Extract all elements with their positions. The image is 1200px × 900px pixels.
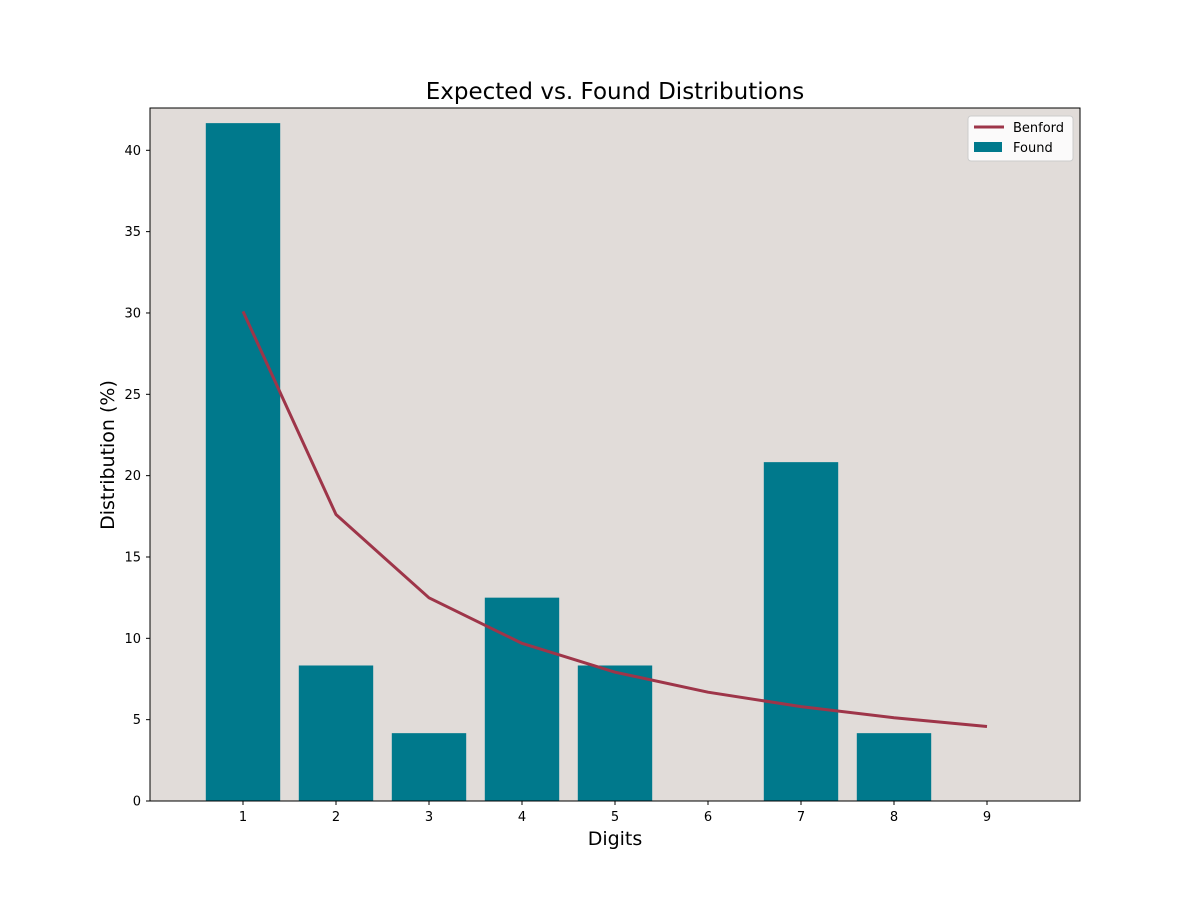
- x-tick-label: 7: [797, 810, 805, 825]
- x-axis: 1 2 3 4 5 6 7 8 9: [239, 801, 991, 825]
- bar-found-4: [484, 597, 560, 801]
- x-axis-label: Digits: [588, 828, 643, 850]
- y-tick-label: 10: [124, 632, 141, 647]
- y-tick-label: 20: [124, 469, 141, 484]
- x-tick-label: 1: [239, 810, 247, 825]
- x-tick-label: 8: [890, 810, 898, 825]
- legend: Benford Found: [967, 115, 1074, 162]
- bar-found-1: [205, 123, 281, 801]
- x-tick-label: 2: [332, 810, 340, 825]
- y-tick-label: 25: [124, 388, 141, 403]
- legend-benford-label: Benford: [1013, 121, 1064, 136]
- found-bars: [205, 123, 932, 801]
- legend-found-swatch: [974, 142, 1002, 152]
- benford-line: [241, 310, 988, 728]
- y-axis-label: Distribution (%): [97, 380, 119, 530]
- legend-found-label: Found: [1013, 141, 1053, 156]
- bar-found-8: [856, 733, 932, 801]
- benford-line-group: [241, 310, 988, 728]
- bar-found-7: [763, 462, 839, 801]
- y-tick-label: 30: [124, 306, 141, 321]
- bar-found-2: [298, 665, 374, 801]
- x-tick-label: 5: [611, 810, 619, 825]
- x-tick-label: 3: [425, 810, 433, 825]
- x-tick-label: 9: [983, 810, 991, 825]
- x-tick-label: 6: [704, 810, 712, 825]
- y-tick-label: 40: [124, 144, 141, 159]
- chart-title: Expected vs. Found Distributions: [426, 79, 805, 105]
- y-tick-label: 0: [133, 795, 141, 810]
- y-axis: 0 5 10 15 20 25 30 35 40: [124, 144, 150, 810]
- bar-found-3: [391, 733, 467, 801]
- y-tick-label: 15: [124, 550, 141, 565]
- bar-found-5: [577, 665, 653, 801]
- y-tick-label: 5: [133, 713, 141, 728]
- x-tick-label: 4: [518, 810, 526, 825]
- y-tick-label: 35: [124, 225, 141, 240]
